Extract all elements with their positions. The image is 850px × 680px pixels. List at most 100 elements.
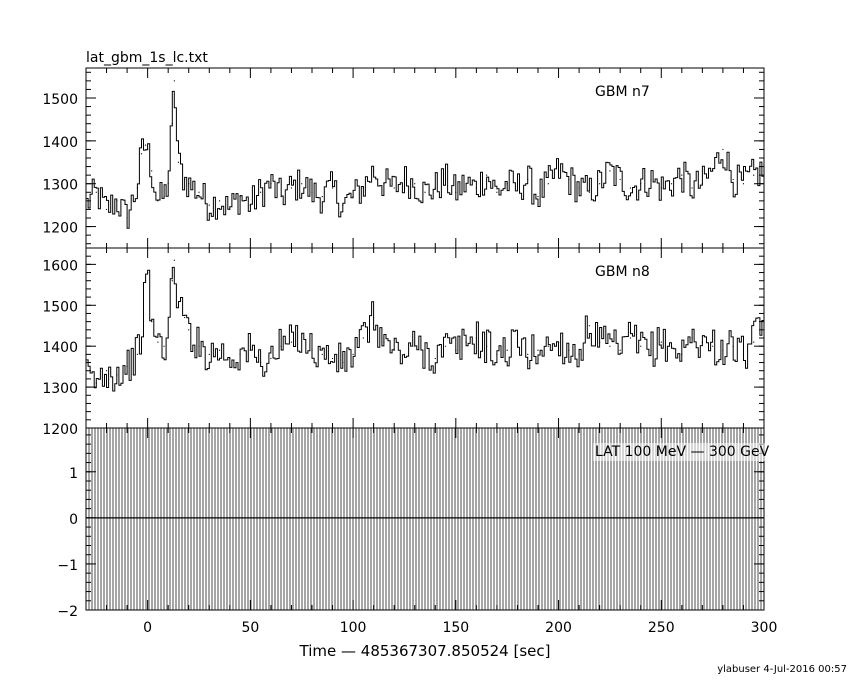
data-point-n7 <box>167 183 169 185</box>
data-point-n7 <box>301 183 303 185</box>
data-point-n7 <box>568 178 570 181</box>
data-point-n7 <box>763 170 765 172</box>
data-point-n8 <box>301 333 303 335</box>
data-point-n7 <box>184 178 186 181</box>
data-point-n8 <box>126 366 128 368</box>
data-point-n8 <box>670 345 673 347</box>
data-point-n8 <box>434 357 436 360</box>
y-tick-label-n8: 1300 <box>42 381 78 397</box>
data-point-n8 <box>722 349 724 351</box>
data-point-n8 <box>640 345 642 347</box>
data-point-n8 <box>444 345 447 347</box>
data-point-n7 <box>157 200 159 202</box>
data-point-n8 <box>290 341 293 343</box>
data-point-n7 <box>136 187 138 189</box>
data-point-n7 <box>424 191 426 193</box>
data-point-n8 <box>342 361 344 364</box>
data-point-n8 <box>177 304 180 306</box>
data-point-n7 <box>475 187 477 189</box>
data-point-n8 <box>414 345 416 347</box>
data-point-n7 <box>173 80 175 82</box>
x-tick-label: 250 <box>648 620 675 636</box>
data-point-n8 <box>260 361 262 364</box>
data-point-n7 <box>496 191 498 193</box>
data-point-n7 <box>691 187 693 189</box>
data-point-n8 <box>321 353 323 355</box>
data-point-n7 <box>280 195 282 198</box>
x-tick-label: 100 <box>340 620 367 636</box>
axis-ticks: 1200 1300 1400 1500 <box>42 68 765 248</box>
data-point-n7 <box>198 191 200 193</box>
data-point-n8 <box>173 259 175 261</box>
data-point-n8 <box>506 349 508 351</box>
data-point-n7 <box>670 183 673 185</box>
y-tick-label-n7: 1500 <box>42 92 78 108</box>
data-point-n7 <box>383 183 385 185</box>
data-point-n8 <box>105 370 108 372</box>
data-point-n8 <box>557 341 560 343</box>
data-point-n7 <box>218 200 221 202</box>
data-point-n7 <box>239 195 241 198</box>
x-tick-label: 50 <box>241 620 259 636</box>
y-tick-label-n7: 1400 <box>42 135 78 151</box>
y-tick-label-lat: 0 <box>69 512 78 528</box>
data-point-n8 <box>198 345 200 347</box>
panel-gbm-n8: 1200 1300 1400 1500 1600 GBM n8 <box>42 247 765 438</box>
data-point-n7 <box>588 191 590 193</box>
data-point-n8 <box>95 382 97 384</box>
data-point-n7 <box>455 191 457 193</box>
data-point-n8 <box>599 341 601 343</box>
data-point-n7 <box>537 195 539 198</box>
data-point-n7 <box>342 204 344 206</box>
data-point-n7 <box>144 144 147 146</box>
data-point-n8 <box>691 337 693 339</box>
data-point-n7 <box>722 148 724 151</box>
data-point-n8 <box>331 357 334 360</box>
data-point-n7 <box>331 187 334 189</box>
data-point-n8 <box>140 337 143 339</box>
data-point-n8 <box>116 374 118 376</box>
data-point-n7 <box>311 191 313 193</box>
y-tick-label-n8: 1400 <box>42 340 78 356</box>
data-point-n7 <box>516 187 519 189</box>
data-point-n8 <box>568 349 570 351</box>
x-tick-label: 200 <box>545 620 572 636</box>
data-point-n8 <box>218 349 221 351</box>
label-backdrop <box>593 443 772 461</box>
axis-ticks: −2 −1 0 1 <box>57 428 765 620</box>
panel-frame <box>85 247 765 429</box>
footer-stamp: ylabuser 4-Jul-2016 00:57 <box>717 664 847 675</box>
data-point-n7 <box>321 195 323 198</box>
data-point-n7 <box>163 195 165 198</box>
data-point-n7 <box>650 178 652 181</box>
x-axis-label: Time — 485367307.850524 [sec] <box>299 642 551 660</box>
data-point-n7 <box>609 170 611 172</box>
data-point-n7 <box>290 187 293 189</box>
data-point-n7 <box>506 183 508 185</box>
y-tick-label-n8: 1600 <box>42 258 78 274</box>
data-point-n8 <box>609 345 611 347</box>
data-point-n8 <box>144 280 147 282</box>
data-point-n7 <box>712 170 714 172</box>
data-point-n8 <box>208 353 210 355</box>
data-point-n7 <box>208 204 210 206</box>
data-point-n7 <box>681 174 683 176</box>
panel-label-lat: LAT 100 MeV — 300 GeV <box>595 444 770 460</box>
data-point-n7 <box>640 183 642 185</box>
data-point-n7 <box>434 187 436 189</box>
data-point-n8 <box>270 357 272 360</box>
data-point-n7 <box>177 161 180 163</box>
data-point-n7 <box>578 187 580 189</box>
data-point-n8 <box>249 349 251 351</box>
y-tick-label-n7: 1300 <box>42 178 78 194</box>
data-point-n7 <box>140 153 143 155</box>
data-point-n7 <box>393 187 395 189</box>
data-point-n7 <box>270 183 272 185</box>
data-point-n8 <box>85 374 87 376</box>
series-line-n7 <box>86 90 764 229</box>
data-point-n8 <box>732 345 734 347</box>
data-point-n8 <box>362 337 364 339</box>
panel-label-gbm-n7: GBM n7 <box>595 84 650 100</box>
data-point-n7 <box>619 178 621 181</box>
data-point-n8 <box>712 345 714 347</box>
